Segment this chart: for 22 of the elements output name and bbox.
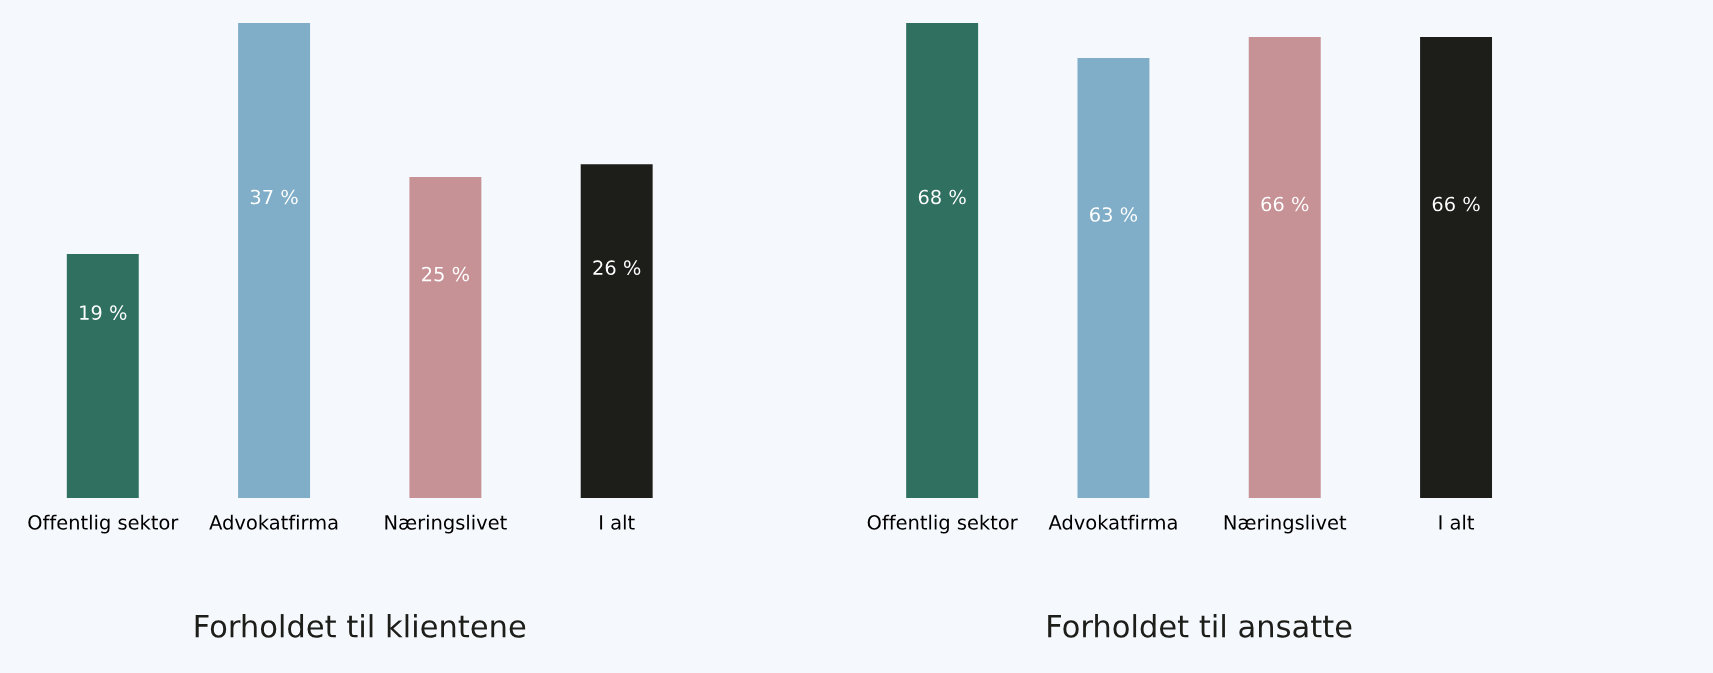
- data-label: 68 %: [918, 189, 966, 205]
- data-label: 19 %: [80, 305, 127, 320]
- x-tick-label: Offentlig sektor: [28, 514, 179, 534]
- bar: [66, 254, 139, 499]
- data-label: 63 %: [1090, 207, 1138, 222]
- x-tick-label: Advokatfirma: [1048, 514, 1177, 530]
- data-label: 37 %: [250, 189, 298, 205]
- text: Forholdet til klientene: [195, 614, 526, 638]
- x-tick-label: Advokatfirma: [209, 514, 338, 530]
- text: Forholdet til ansatte: [1048, 614, 1352, 638]
- x-tick-label: I alt: [1439, 514, 1475, 530]
- data-label: 25 %: [422, 266, 470, 282]
- bar: [238, 22, 311, 499]
- bar: [580, 164, 653, 499]
- x-tick-label: Næringslivet: [1224, 514, 1347, 534]
- x-tick-label: I alt: [600, 514, 635, 530]
- data-label: 66 %: [1432, 196, 1480, 212]
- data-label: 26 %: [593, 260, 641, 275]
- x-tick-label: Næringslivet: [385, 514, 507, 534]
- data-label: 66 %: [1261, 196, 1309, 212]
- x-tick-label: Offentlig sektor: [867, 514, 1018, 534]
- bar: [409, 177, 482, 499]
